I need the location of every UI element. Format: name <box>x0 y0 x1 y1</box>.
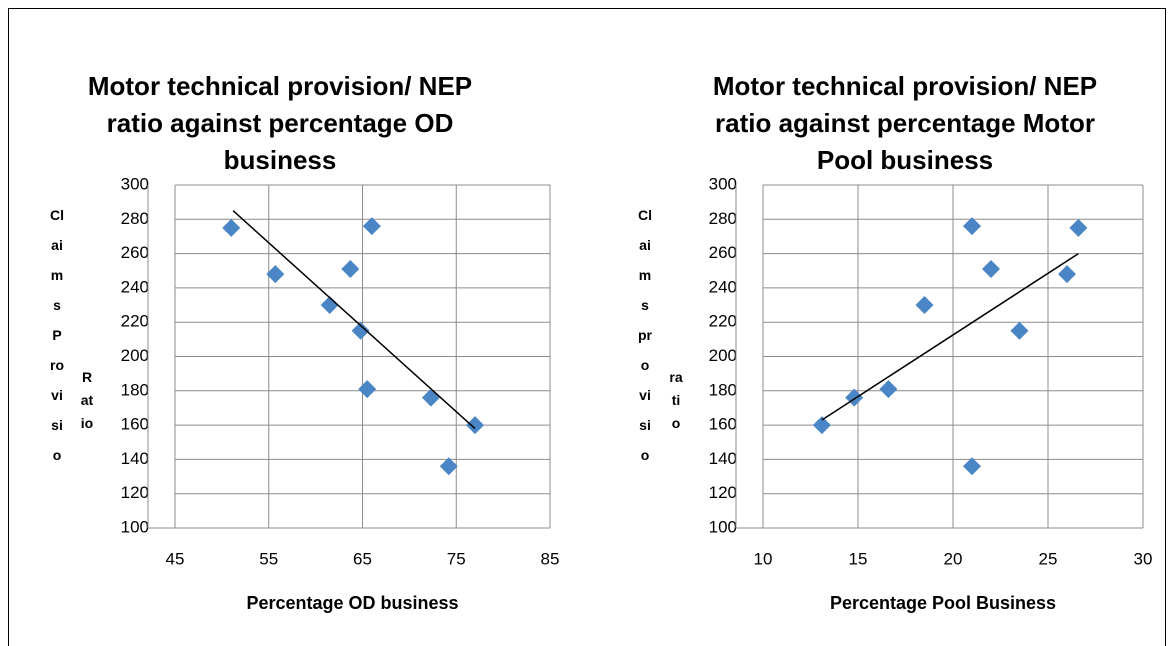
y-tick-label: 180 <box>709 380 737 399</box>
x-axis-title: Percentage OD business <box>246 593 458 613</box>
x-tick-label: 10 <box>754 549 773 568</box>
y-tick-label: 140 <box>709 449 737 468</box>
point <box>812 416 831 435</box>
y-tick-label: 300 <box>709 174 737 193</box>
point <box>963 217 981 236</box>
y-tick-label: 160 <box>121 415 149 434</box>
point <box>879 380 898 399</box>
y-tick-label: 280 <box>121 209 149 228</box>
x-tick-label: 65 <box>353 549 372 568</box>
point <box>963 457 981 476</box>
x-tick-label: 20 <box>944 549 963 568</box>
point <box>1010 321 1029 340</box>
x-tick-label: 45 <box>166 549 185 568</box>
y-tick-label: 120 <box>121 483 149 502</box>
point <box>466 416 484 435</box>
trendline <box>821 252 1079 421</box>
y-tick-label: 120 <box>709 483 737 502</box>
y-tick-label: 300 <box>121 174 149 193</box>
y-tick-label: 200 <box>121 346 149 365</box>
y-axis-title: Claims provisio <box>638 207 652 463</box>
x-tick-label: 15 <box>849 549 868 568</box>
y-tick-label: 220 <box>709 312 737 331</box>
x-tick-label: 30 <box>1134 549 1153 568</box>
chart-title: Motor technical provision/ NEP ratio aga… <box>87 71 473 175</box>
point <box>982 260 1000 279</box>
y-tick-label: 260 <box>121 243 149 262</box>
x-tick-label: 75 <box>447 549 466 568</box>
x-axis-title: Percentage Pool Business <box>830 593 1056 613</box>
y-axis-title: Ratio <box>80 369 94 431</box>
x-tick-label: 25 <box>1039 549 1058 568</box>
point <box>351 321 370 340</box>
frame <box>8 8 1166 646</box>
point <box>1058 265 1076 284</box>
x-tick-label: 85 <box>541 549 560 568</box>
y-tick-label: 100 <box>121 517 149 536</box>
point <box>362 217 381 236</box>
point <box>358 380 377 399</box>
point <box>439 457 458 476</box>
y-tick-label: 140 <box>121 449 149 468</box>
y-axis-title: Claims Provisio <box>50 207 64 463</box>
point <box>222 218 241 237</box>
point <box>421 388 440 407</box>
point <box>266 265 285 284</box>
y-tick-label: 100 <box>709 517 737 536</box>
point <box>1069 218 1088 237</box>
y-axis-title: ratio <box>669 369 683 431</box>
y-tick-label: 240 <box>121 277 149 296</box>
y-tick-label: 200 <box>709 346 737 365</box>
y-tick-label: 240 <box>709 277 737 296</box>
y-tick-label: 160 <box>709 415 737 434</box>
y-tick-label: 260 <box>709 243 737 262</box>
point <box>915 296 934 315</box>
point <box>320 296 339 315</box>
chart-title: Motor technical provision/ NEP ratio aga… <box>712 71 1098 175</box>
y-tick-label: 280 <box>709 209 737 228</box>
y-tick-label: 180 <box>121 380 149 399</box>
x-tick-label: 55 <box>259 549 278 568</box>
y-tick-label: 220 <box>121 312 149 331</box>
trendline <box>232 210 476 430</box>
point <box>341 260 360 279</box>
